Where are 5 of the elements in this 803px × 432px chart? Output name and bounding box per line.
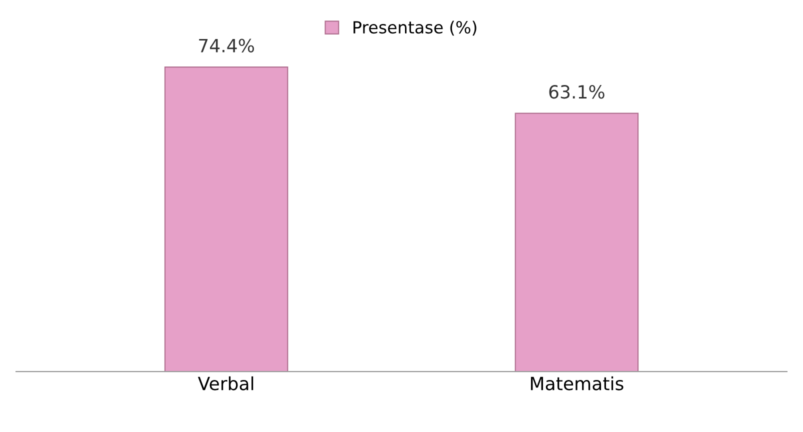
data-label: 74.4% (199, 38, 254, 52)
legend-label: Presentase (%) (354, 20, 476, 36)
x-tick-label: Matematis (530, 376, 624, 390)
data-label: 63.1% (549, 85, 604, 99)
x-tick-label: Verbal (198, 376, 254, 390)
